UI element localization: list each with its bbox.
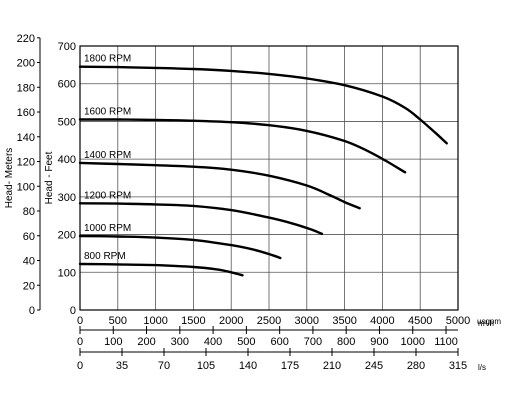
series-label: 1000 RPM (84, 223, 131, 234)
x-tick-label-m3h: 400 (204, 336, 222, 348)
x-tick-label-m3h: 700 (304, 336, 322, 348)
y-tick-label-feet: 500 (58, 116, 76, 128)
x-tick-label-ls: 280 (407, 360, 425, 372)
grid (80, 46, 458, 310)
y-tick-label-meters: 0 (29, 305, 35, 317)
x-axis-usgpm-label: usgpm (477, 317, 501, 326)
y-tick-label-meters: 80 (23, 206, 35, 218)
pump-curves (78, 65, 448, 277)
y-tick-label-feet: 700 (58, 41, 76, 53)
x-tick-label-ls: 140 (239, 360, 257, 372)
x-axis-usgpm: 0 500 1000 1500 2000 2500 3000 3500 4000 4500 5000… (77, 315, 501, 327)
series-label: 1200 RPM (84, 190, 131, 201)
series-line (78, 161, 361, 210)
series-label: 1600 RPM (84, 107, 131, 118)
series-label: 1800 RPM (84, 54, 131, 65)
series-labels: 800 RPM 1000 RPM 1200 RPM 1400 RPM 1600 RPM 1… (84, 54, 131, 262)
y-tick-label-meters: 100 (17, 181, 35, 193)
x-axis-ls-label: l/s (478, 363, 486, 372)
series-line (78, 234, 282, 260)
x-tick-label-ls: 0 (77, 360, 83, 372)
y-tick-label-meters: 40 (23, 256, 35, 268)
x-tick-label-usgpm: 4000 (370, 315, 394, 327)
plot-area (79, 45, 459, 311)
x-tick-label-usgpm: 500 (109, 315, 127, 327)
x-tick-label-m3h: 900 (370, 336, 388, 348)
y-axis-feet-label: Head - Feet (44, 151, 55, 204)
x-tick-label-ls: 70 (158, 360, 170, 372)
x-tick-label-ls: 245 (365, 360, 383, 372)
x-tick-label-usgpm: 1500 (181, 315, 205, 327)
y-tick-label-feet: 400 (58, 154, 76, 166)
x-tick-label-ls: 175 (281, 360, 299, 372)
x-tick-label-m3h: 300 (171, 336, 189, 348)
x-tick-label-ls: 315 (449, 360, 467, 372)
y-tick-label-meters: 140 (17, 132, 35, 144)
series-label: 800 RPM (84, 251, 126, 262)
x-tick-label-ls: 210 (323, 360, 341, 372)
y-axis-meters-label: Head- Meters (4, 148, 15, 209)
series-line (78, 65, 448, 145)
x-tick-label-usgpm: 4500 (408, 315, 432, 327)
series-line (78, 202, 324, 235)
x-tick-label-m3h: 200 (137, 336, 155, 348)
series-line (78, 118, 407, 174)
x-tick-label-usgpm: 3500 (332, 315, 356, 327)
x-tick-label-usgpm: 3000 (295, 315, 319, 327)
y-tick-label-feet: 300 (58, 192, 76, 204)
x-tick-label-usgpm: 0 (77, 315, 83, 327)
y-tick-label-meters: 220 (17, 33, 35, 45)
y-tick-label-meters: 20 (23, 280, 35, 292)
y-tick-label-meters: 160 (17, 107, 35, 119)
y-tick-label-meters: 60 (23, 231, 35, 243)
x-tick-label-m3h: 500 (237, 336, 255, 348)
x-tick-label-usgpm: 5000 (446, 315, 470, 327)
x-tick-label-m3h: 800 (337, 336, 355, 348)
x-tick-label-usgpm: 2000 (219, 315, 243, 327)
x-tick-label-ls: 105 (197, 360, 215, 372)
y-tick-label-meters: 180 (17, 82, 35, 94)
x-tick-label-m3h: 1100 (434, 336, 458, 348)
series-line (78, 262, 244, 277)
y-tick-label-meters: 200 (17, 58, 35, 70)
x-tick-label-m3h: 100 (104, 336, 122, 348)
y-axis-feet: 0 100 200 300 400 500 600 700 (58, 41, 76, 317)
x-axis-m3h: 0 100 200 300 400 500 600 700 800 900 1000 1100 m³/h (77, 319, 494, 348)
x-tick-label-m3h: 0 (77, 336, 83, 348)
y-tick-label-feet: 600 (58, 79, 76, 91)
x-tick-label-m3h: 1000 (401, 336, 425, 348)
x-tick-label-usgpm: 1000 (143, 315, 167, 327)
y-axis-meters: 0 20 40 60 80 100 120 140 160 180 200 220 (17, 33, 41, 317)
y-tick-label-feet: 100 (58, 267, 76, 279)
y-tick-label-feet: 0 (70, 305, 76, 317)
y-tick-label-feet: 200 (58, 230, 76, 242)
x-tick-label-usgpm: 2500 (257, 315, 281, 327)
x-tick-label-ls: 35 (116, 360, 128, 372)
y-tick-label-meters: 120 (17, 157, 35, 169)
x-axis-ls: 0 35 70 105 140 175 210 245 280 315 l/s (77, 348, 486, 372)
x-axis-m3h-label: m³/h (478, 319, 494, 328)
x-tick-label-m3h: 600 (270, 336, 288, 348)
series-label: 1400 RPM (84, 150, 131, 161)
